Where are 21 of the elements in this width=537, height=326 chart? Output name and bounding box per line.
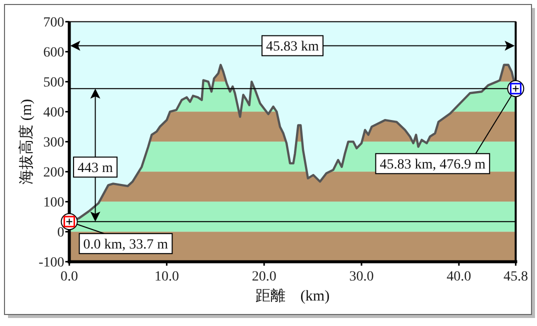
x-axis-title: 距離 (km) bbox=[255, 288, 330, 305]
x-tick-label: 45.8 bbox=[503, 270, 528, 285]
annotation: 0.0 km, 33.7 m bbox=[83, 238, 168, 253]
y-tick-label: 100 bbox=[43, 196, 64, 211]
y-tick-label: -100 bbox=[38, 256, 64, 271]
x-tick-label: 40.0 bbox=[446, 270, 472, 285]
y-tick-label: 0 bbox=[57, 226, 64, 241]
y-tick-label: 700 bbox=[43, 16, 64, 31]
annotation: 45.83 km, 476.9 m bbox=[380, 158, 486, 173]
y-axis-title: 海拔高度 (m) bbox=[18, 98, 35, 184]
x-tick-label: 30.0 bbox=[349, 270, 374, 285]
y-tick-label: 500 bbox=[43, 76, 64, 91]
x-tick-label: 0.0 bbox=[60, 270, 78, 285]
x-tick-label: 10.0 bbox=[154, 270, 179, 285]
y-tick-label: 300 bbox=[43, 136, 64, 151]
y-tick-label: 400 bbox=[43, 106, 64, 121]
annotation: 45.83 km bbox=[266, 40, 319, 55]
y-tick-label: 200 bbox=[43, 166, 64, 181]
annotation: 443 m bbox=[78, 161, 114, 176]
x-tick-label: 20.0 bbox=[252, 270, 276, 285]
y-tick-label: 600 bbox=[43, 46, 64, 61]
